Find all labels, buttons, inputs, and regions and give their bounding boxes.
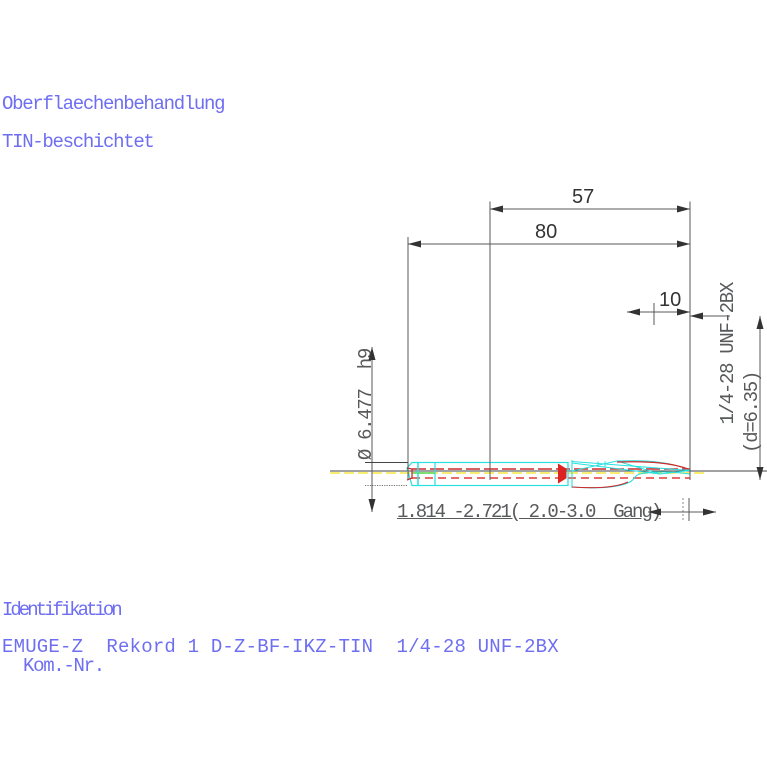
svg-text:57: 57 [572, 186, 594, 208]
svg-text:10: 10 [659, 289, 681, 311]
svg-text:80: 80 [535, 221, 557, 243]
